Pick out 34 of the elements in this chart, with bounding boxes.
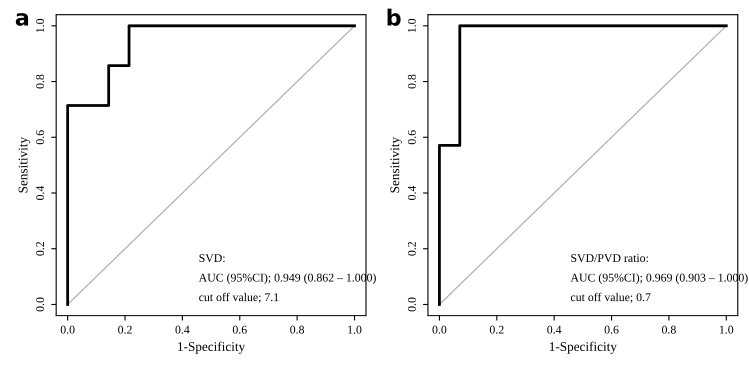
y-tick-label: 0.8	[36, 74, 44, 88]
y-axis-title: Sensitivity	[390, 136, 402, 192]
y-tick-label: 0.6	[36, 130, 44, 144]
chart-title: b	[388, 8, 401, 26]
x-tick-label: 0.0	[432, 326, 446, 334]
annotation: SVD:	[199, 254, 225, 262]
x-tick-label: 0.8	[290, 326, 304, 334]
x-tick-label: 0.4	[175, 326, 190, 334]
annotation: cut off value; 7.1	[199, 292, 278, 303]
x-tick-label: 0.2	[118, 326, 132, 334]
y-axis-title: Sensitivity	[18, 136, 30, 192]
y-tick-label: 0.2	[408, 242, 416, 256]
chart-title: a	[16, 13, 28, 26]
x-tick-label: 1.0	[348, 326, 362, 334]
y-tick-label: 0.2	[36, 242, 44, 256]
y-tick-label: 0.6	[408, 130, 416, 144]
y-tick-label: 0.8	[408, 74, 416, 88]
x-tick-label: 1.0	[720, 326, 734, 334]
annotation: SVD/PVD ratio:	[571, 254, 648, 262]
x-tick-label: 0.4	[547, 326, 562, 334]
x-axis-title: 1-Specificity	[550, 342, 617, 354]
y-tick-label: 0.0	[408, 298, 416, 312]
x-tick-label: 0.8	[662, 326, 676, 334]
y-tick-label: 0.4	[408, 186, 416, 200]
x-axis-title: 1-Specificity	[178, 342, 246, 354]
x-tick-label: 0.0	[60, 326, 75, 334]
y-tick-label: 0.4	[36, 186, 44, 200]
x-tick-label: 0.2	[490, 326, 504, 334]
y-tick-label: 1.0	[36, 18, 44, 32]
x-tick-label: 0.6	[604, 326, 619, 334]
y-tick-label: 1.0	[408, 18, 416, 32]
y-tick-label: 0.0	[36, 298, 44, 312]
x-tick-label: 0.6	[232, 326, 247, 334]
annotation: cut off value; 0.7	[570, 292, 651, 303]
